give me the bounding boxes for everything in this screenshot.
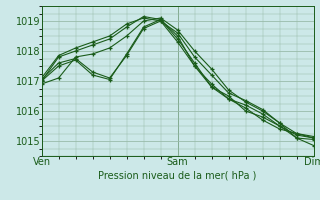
X-axis label: Pression niveau de la mer( hPa ): Pression niveau de la mer( hPa ): [99, 170, 257, 180]
